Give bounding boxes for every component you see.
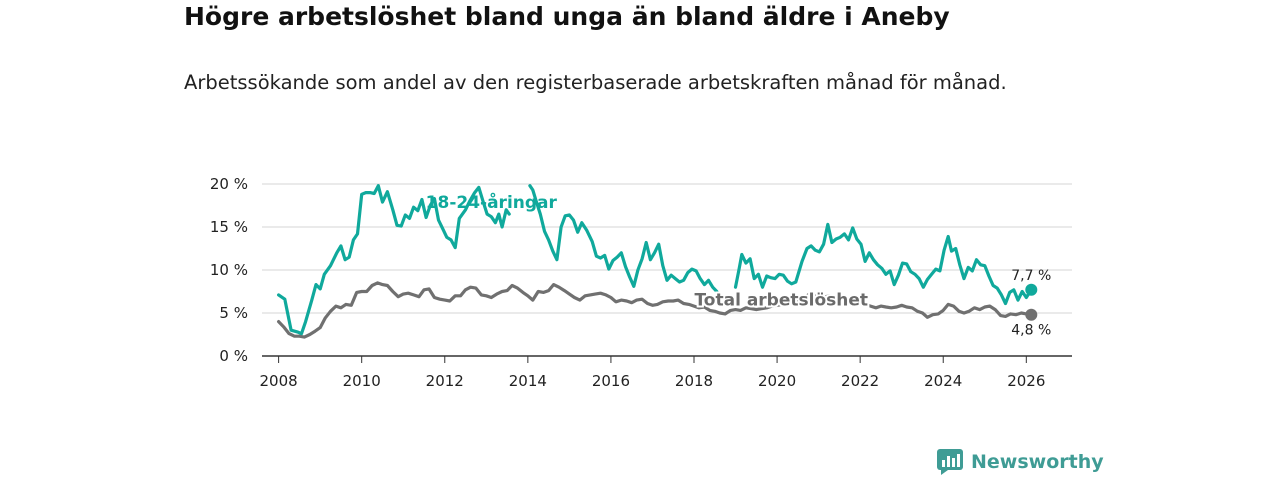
chart-title: Högre arbetslöshet bland unga än bland ä…	[184, 2, 950, 31]
series-line-young-seg-2	[733, 222, 1033, 306]
x-tick-label: 2018	[675, 372, 713, 390]
end-dot-total	[1025, 308, 1038, 321]
series-lines	[277, 184, 1038, 339]
y-tick-label: 0 %	[219, 347, 248, 365]
series-label-total: Total arbetslöshet	[694, 290, 868, 310]
series-label-young: 18-24-åringar	[426, 191, 558, 213]
brand-name: Newsworthy	[971, 451, 1104, 473]
x-tick-label: 2008	[260, 372, 298, 390]
x-tick-label: 2020	[758, 372, 796, 390]
y-tick-label: 5 %	[219, 304, 248, 322]
end-dot-young	[1025, 283, 1038, 296]
y-tick-label: 20 %	[210, 175, 248, 193]
newsworthy-chart-icon	[937, 449, 963, 475]
series-line-young-seg-1	[528, 184, 719, 294]
y-tick-label: 15 %	[210, 218, 248, 236]
brand-logo: Newsworthy	[937, 449, 1104, 475]
series-line-young-seg-0	[277, 184, 511, 336]
y-tick-label: 10 %	[210, 261, 248, 279]
x-tick-label: 2012	[426, 372, 464, 390]
x-tick-label: 2014	[509, 372, 547, 390]
series-labels: 18-24-åringar Total arbetslöshet 7,7 % 4,8 …	[426, 191, 1052, 339]
series-line-total	[277, 281, 1033, 339]
end-label-young: 7,7 %	[1011, 268, 1051, 284]
chart-subtitle: Arbetssökande som andel av den registerb…	[184, 71, 1007, 94]
x-axis: 2008 2010 2012 2014 2016 2018 2020 2022 2024 2026	[260, 355, 1072, 390]
x-tick-label: 2026	[1007, 372, 1045, 390]
x-tick-label: 2024	[924, 372, 962, 390]
x-tick-label: 2016	[592, 372, 630, 390]
x-tick-label: 2010	[343, 372, 381, 390]
x-tick-label: 2022	[841, 372, 879, 390]
y-axis: 0 % 5 % 10 % 15 % 20 %	[210, 175, 248, 365]
end-label-total: 4,8 %	[1011, 323, 1051, 339]
